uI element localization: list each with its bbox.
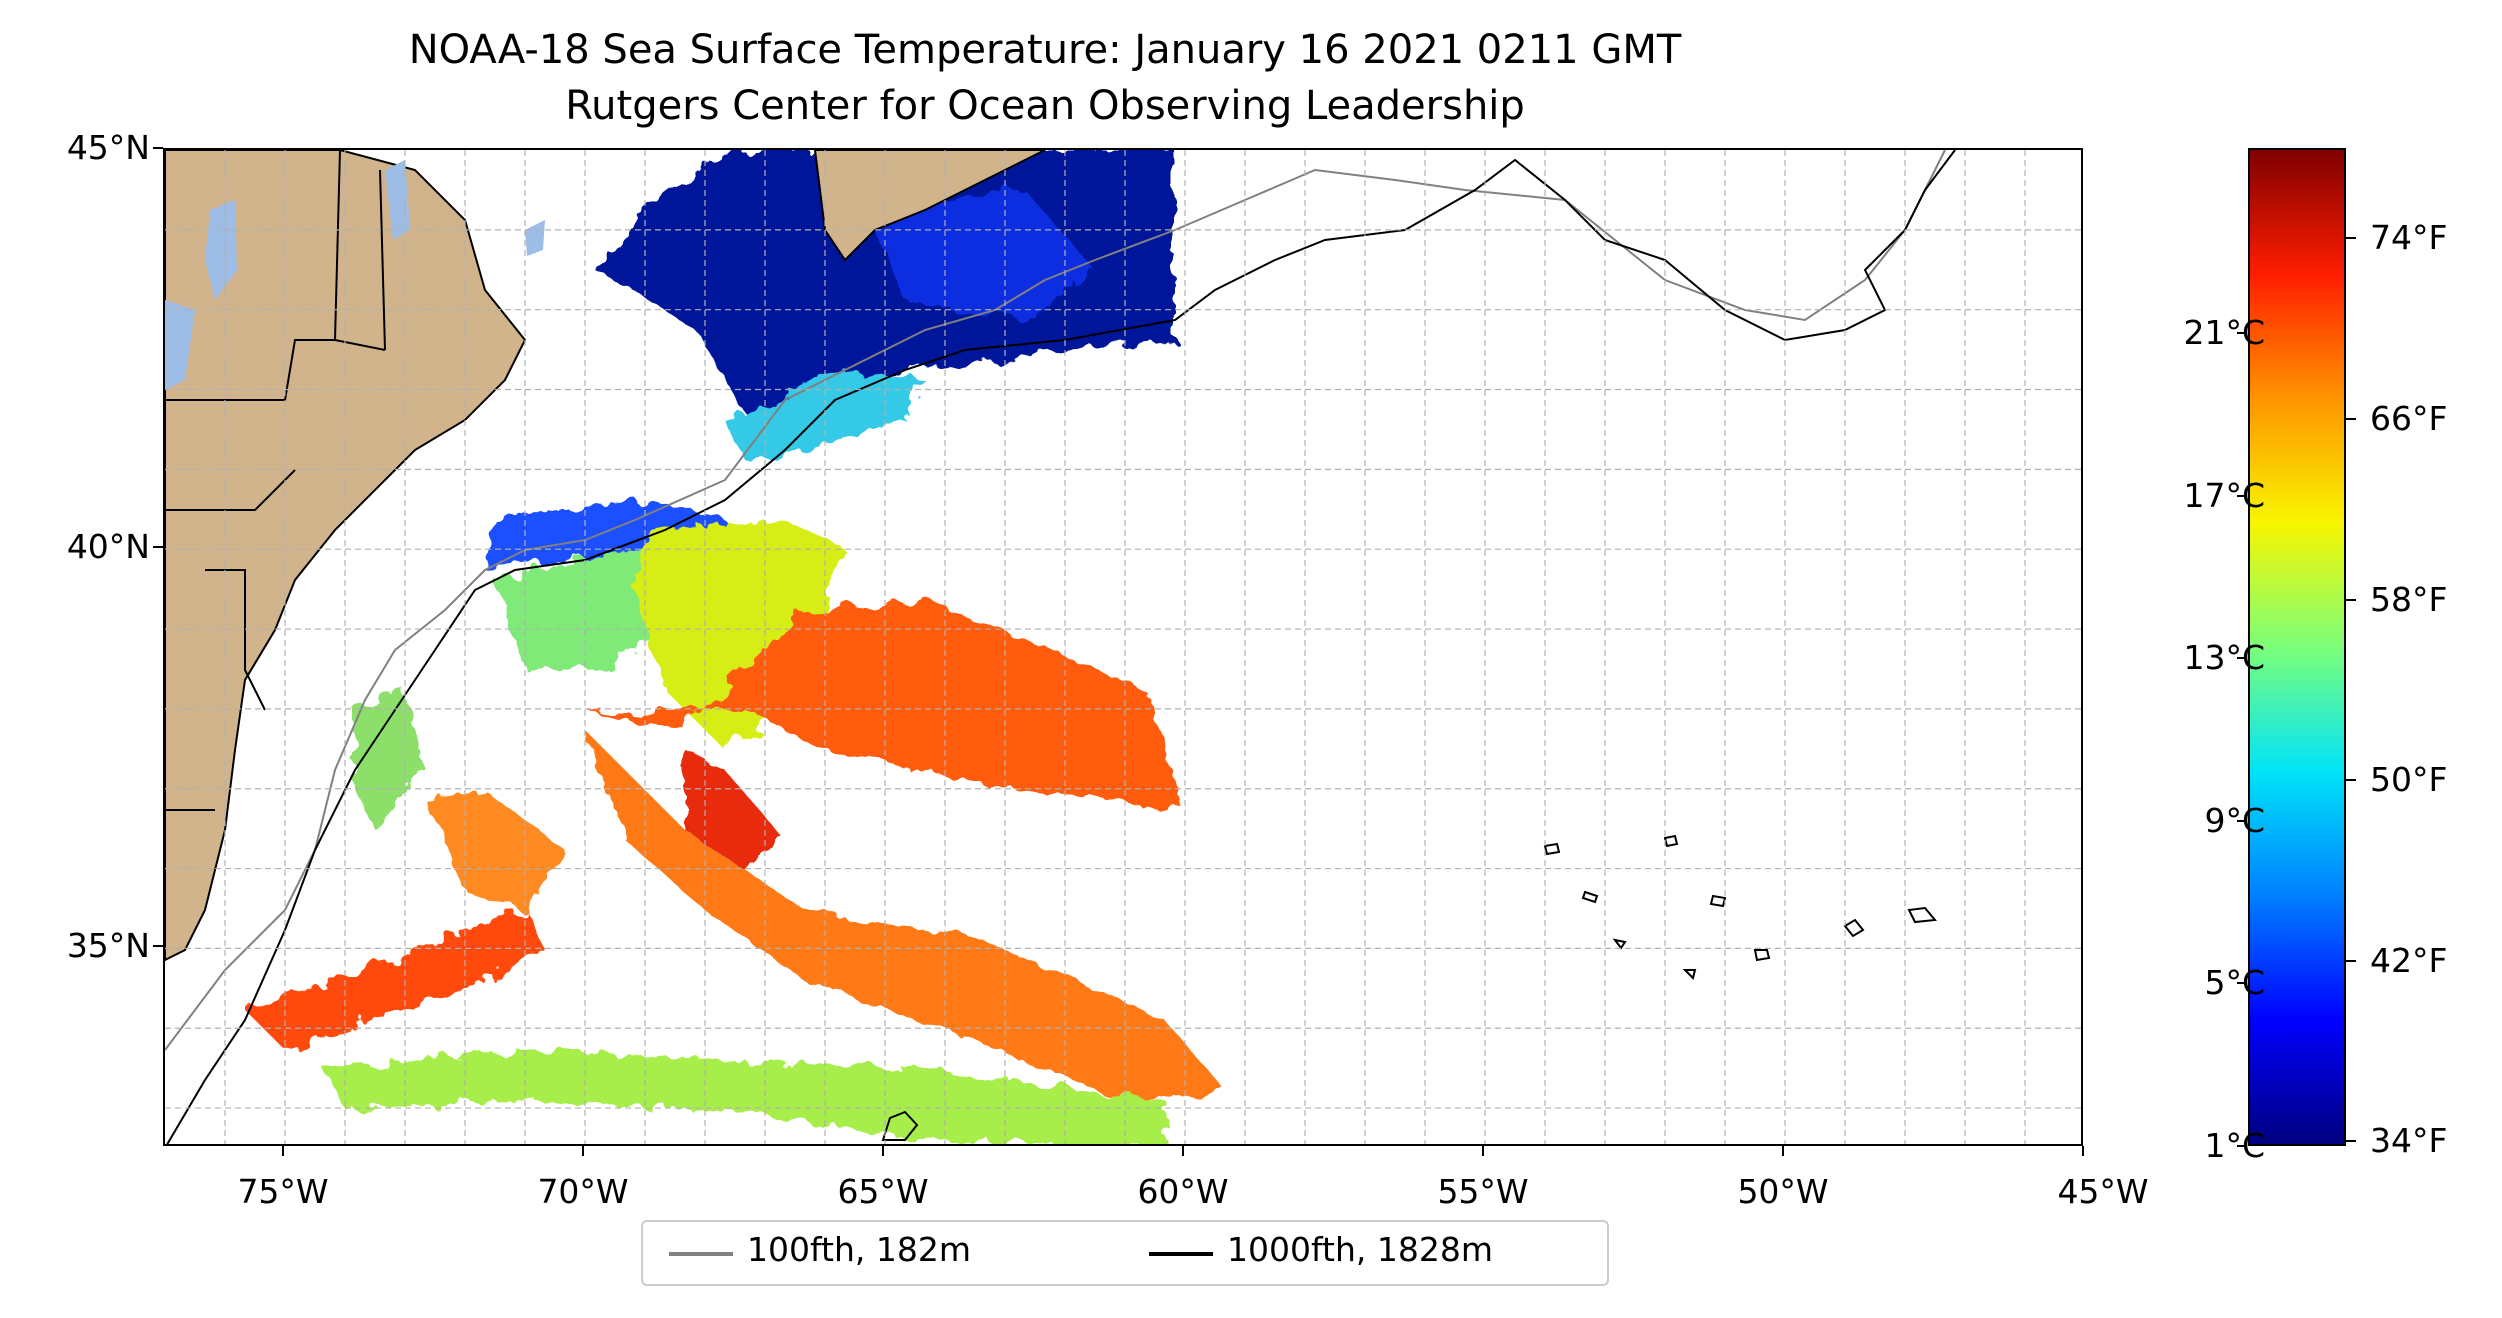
colorbar-fahrenheit-label: 66°F	[2370, 398, 2448, 438]
lon-tick-mark	[2082, 1146, 2084, 1156]
colorbar-celsius-tick	[2237, 657, 2247, 660]
colorbar-fahrenheit-tick	[2346, 779, 2356, 782]
colorbar-celsius-label: 17°C	[2183, 475, 2265, 515]
lon-tick-mark	[1482, 1146, 1484, 1156]
colorbar-fahrenheit-tick	[2346, 417, 2356, 420]
colorbar-fahrenheit-label: 34°F	[2370, 1121, 2448, 1161]
lon-tick-label: 75°W	[237, 1172, 329, 1211]
lon-tick-label: 45°W	[2057, 1172, 2149, 1211]
sst-cold-patch	[865, 190, 1095, 320]
sst-slope-water	[635, 520, 845, 750]
colorbar-fahrenheit-label: 74°F	[2370, 218, 2448, 258]
legend: 100fth, 182m 1000fth, 1828m	[641, 1220, 1609, 1286]
map-subtitle: Rutgers Center for Ocean Observing Leade…	[565, 83, 1525, 129]
lon-tick-label: 65°W	[837, 1172, 929, 1211]
colorbar	[2248, 148, 2346, 1146]
sst-scatter-green	[325, 1050, 1165, 1144]
colorbar-fahrenheit-label: 42°F	[2370, 940, 2448, 980]
lon-tick-mark	[282, 1146, 284, 1156]
colorbar-fahrenheit-label: 58°F	[2370, 579, 2448, 619]
colorbar-celsius-tick	[2237, 494, 2247, 497]
lat-tick-mark	[153, 945, 163, 948]
colorbar-celsius-tick	[2237, 982, 2247, 985]
lon-tick-label: 70°W	[537, 1172, 629, 1211]
colorbar-fahrenheit-tick	[2346, 1140, 2356, 1143]
colorbar-fahrenheit-tick	[2346, 598, 2356, 601]
colorbar-fahrenheit-label: 50°F	[2370, 760, 2448, 800]
colorbar-celsius-label: 5°C	[2204, 963, 2265, 1003]
sst-scatter-mid	[425, 790, 565, 910]
colorbar-celsius-tick	[2237, 1145, 2247, 1147]
legend-swatch-1000fth	[1149, 1252, 1213, 1256]
bermuda-and-seamounts	[881, 834, 1937, 1141]
colorbar-celsius-label: 13°C	[2183, 638, 2265, 678]
sst-map[interactable]	[163, 148, 2083, 1146]
land-nova-scotia	[813, 150, 1046, 262]
sst-scatter-south	[245, 910, 545, 1050]
lon-tick-mark	[1782, 1146, 1784, 1156]
sst-warm-core	[685, 750, 785, 870]
lat-tick-mark	[153, 147, 163, 149]
lat-tick-label: 40°N	[66, 527, 150, 567]
lat-tick-label: 35°N	[66, 926, 150, 966]
colorbar-fahrenheit-tick	[2346, 237, 2356, 240]
map-title: NOAA-18 Sea Surface Temperature: January…	[408, 27, 1682, 73]
lakes	[165, 160, 545, 390]
legend-swatch-100fth	[669, 1252, 733, 1256]
colorbar-fahrenheit-tick	[2346, 959, 2356, 962]
state-borders	[165, 150, 386, 811]
legend-label-100fth: 100fth, 182m	[747, 1230, 971, 1269]
colorbar-celsius-label: 21°C	[2183, 313, 2265, 353]
lon-tick-label: 50°W	[1737, 1172, 1829, 1211]
map-canvas	[165, 150, 2081, 1144]
legend-label-1000fth: 1000fth, 1828m	[1227, 1230, 1493, 1269]
colorbar-celsius-label: 1°C	[2204, 1126, 2265, 1165]
lon-tick-mark	[1182, 1146, 1184, 1156]
sst-scatter-green-west	[355, 690, 425, 830]
colorbar-celsius-tick	[2237, 819, 2247, 822]
lat-tick-label: 45°N	[66, 128, 150, 167]
gridlines	[165, 150, 2081, 1144]
sst-warm-sargasso	[585, 730, 1225, 1100]
lon-tick-mark	[882, 1146, 884, 1156]
lat-tick-mark	[153, 546, 163, 549]
colorbar-celsius-label: 9°C	[2204, 800, 2265, 840]
lon-tick-label: 55°W	[1437, 1172, 1529, 1211]
colorbar-celsius-tick	[2237, 332, 2247, 335]
lon-tick-mark	[582, 1146, 584, 1156]
land-mass	[165, 150, 527, 962]
contour-1000fth	[166, 150, 1956, 1144]
lon-tick-label: 60°W	[1137, 1172, 1229, 1211]
